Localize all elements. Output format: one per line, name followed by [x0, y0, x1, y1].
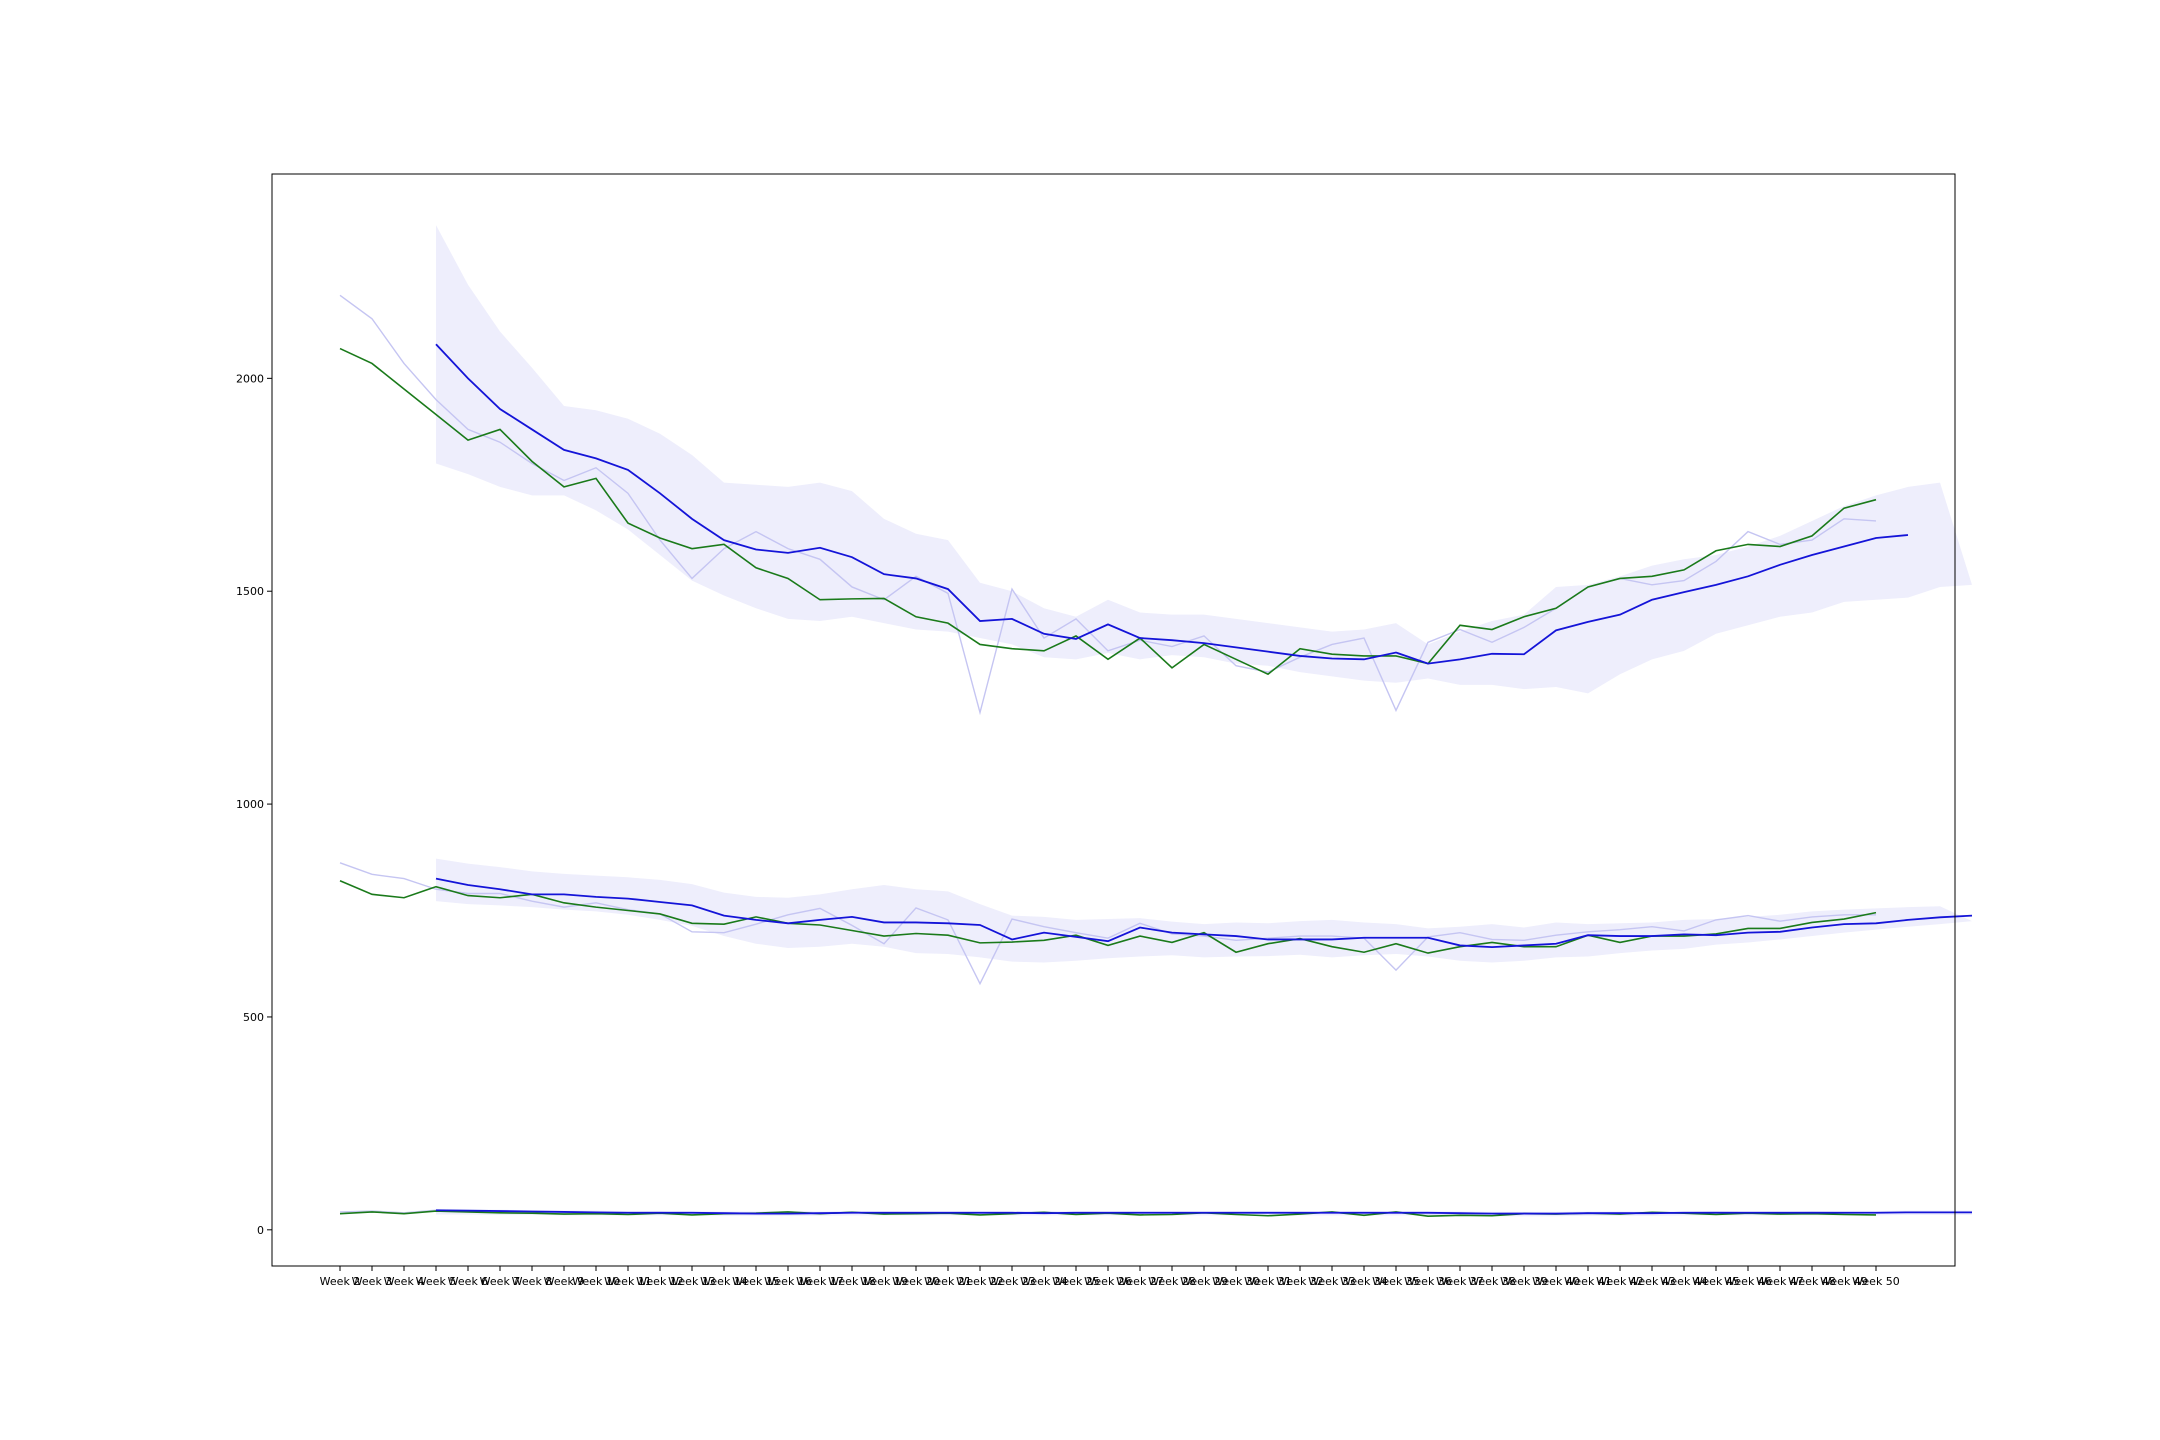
x-tick-label: Week 10: [572, 1275, 620, 1288]
confidence-band-1: [436, 225, 1972, 694]
x-tick-label: Week 15: [732, 1275, 780, 1288]
x-tick-label: Week 44: [1660, 1275, 1708, 1288]
x-tick-label: Week 35: [1372, 1275, 1420, 1288]
x-tick-label: Week 34: [1340, 1275, 1388, 1288]
raw-series-line-2: [339, 862, 1876, 986]
x-tick-label: Week 14: [700, 1275, 748, 1288]
x-tick-label: Week 18: [828, 1275, 876, 1288]
x-tick-label: Week 27: [1116, 1275, 1164, 1288]
x-tick-label: Week 30: [1212, 1275, 1260, 1288]
x-tick-label: Week 48: [1788, 1275, 1836, 1288]
x-tick-label: Week 42: [1596, 1275, 1644, 1288]
x-tick-label: Week 46: [1724, 1275, 1772, 1288]
x-tick-label: Week 26: [1084, 1275, 1132, 1288]
confidence-band-2: [436, 858, 1972, 963]
x-tick-label: Week 28: [1148, 1275, 1196, 1288]
x-tick-label: Week 2: [320, 1275, 361, 1288]
blue-series-line-3: [435, 1209, 1972, 1215]
x-tick-label: Week 8: [512, 1275, 553, 1288]
y-tick-label: 500: [243, 1011, 264, 1024]
x-tick-label: Week 12: [636, 1275, 684, 1288]
x-tick-label: Week 47: [1756, 1275, 1804, 1288]
x-tick-label: Week 3: [352, 1275, 393, 1288]
green-series-line-2: [339, 879, 1877, 954]
x-tick-label: Week 6: [448, 1275, 489, 1288]
x-tick-label: Week 41: [1564, 1275, 1612, 1288]
x-tick-label: Week 39: [1500, 1275, 1548, 1288]
x-tick-label: Week 33: [1308, 1275, 1356, 1288]
x-tick-label: Week 45: [1692, 1275, 1740, 1288]
y-tick-label: 0: [257, 1224, 264, 1237]
x-tick-label: Week 50: [1852, 1275, 1900, 1288]
x-tick-label: Week 13: [668, 1275, 716, 1288]
x-tick-label: Week 5: [416, 1275, 457, 1288]
x-tick-label: Week 21: [924, 1275, 972, 1288]
x-tick-label: Week 24: [1020, 1275, 1068, 1288]
blue-series-line-1: [435, 343, 1909, 665]
x-tick-label: Week 17: [796, 1275, 844, 1288]
plot-frame: [271, 173, 1956, 1267]
x-tick-label: Week 7: [480, 1275, 521, 1288]
x-tick-label: Week 29: [1180, 1275, 1228, 1288]
x-tick-label: Week 22: [956, 1275, 1004, 1288]
x-tick-label: Week 20: [892, 1275, 940, 1288]
x-tick-label: Week 49: [1820, 1275, 1868, 1288]
y-tick-label: 1500: [236, 585, 264, 598]
y-axis: 0 500 1000 1500 2000: [236, 372, 272, 1237]
y-tick-label: 1000: [236, 798, 264, 811]
x-tick-label: Week 36: [1404, 1275, 1452, 1288]
x-tick-label: Week 25: [1052, 1275, 1100, 1288]
x-tick-label: Week 9: [544, 1275, 585, 1288]
x-tick-label: Week 38: [1468, 1275, 1516, 1288]
x-tick-label: Week 43: [1628, 1275, 1676, 1288]
green-series-line-1: [339, 347, 1877, 676]
x-tick-label: Week 4: [384, 1275, 425, 1288]
blue-series-line-2: [435, 877, 1973, 949]
x-tick-label: Week 11: [604, 1275, 652, 1288]
x-tick-label: Week 37: [1436, 1275, 1484, 1288]
x-tick-label: Week 16: [764, 1275, 812, 1288]
x-tick-label: Week 32: [1276, 1275, 1324, 1288]
x-tick-label: Week 23: [988, 1275, 1036, 1288]
blue-series-lines: [435, 343, 1973, 1215]
x-tick-label: Week 19: [860, 1275, 908, 1288]
x-tick-label: Week 31: [1244, 1275, 1292, 1288]
y-tick-label: 2000: [236, 372, 264, 385]
x-tick-label: Week 40: [1532, 1275, 1580, 1288]
confidence-bands: [436, 225, 1972, 1217]
